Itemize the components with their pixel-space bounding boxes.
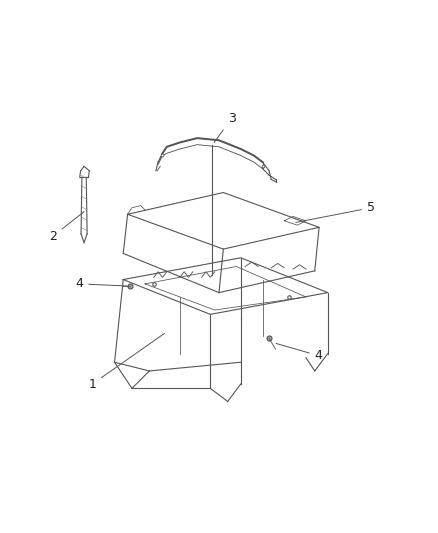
Text: 4: 4 <box>75 277 127 290</box>
Text: 5: 5 <box>296 201 375 222</box>
Text: 1: 1 <box>88 333 165 391</box>
Text: 2: 2 <box>49 212 84 243</box>
Text: 4: 4 <box>276 343 323 362</box>
Text: 3: 3 <box>214 112 236 142</box>
